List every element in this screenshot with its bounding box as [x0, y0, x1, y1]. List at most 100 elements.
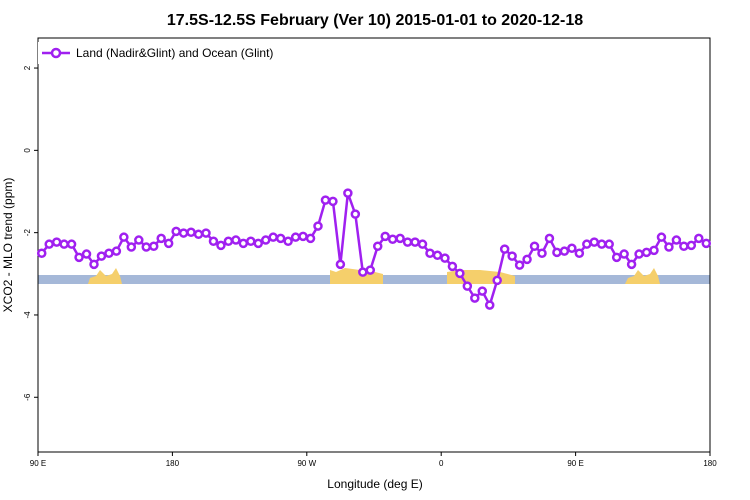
data-point	[238, 238, 249, 249]
data-point	[96, 251, 107, 261]
data-point	[701, 238, 712, 249]
data-point	[634, 249, 644, 259]
data-point	[141, 242, 152, 252]
data-point	[484, 300, 495, 310]
data-point	[44, 239, 54, 249]
data-point	[425, 248, 435, 258]
data-point	[417, 239, 428, 249]
data-point	[365, 265, 376, 275]
legend-label: Land (Nadir&Glint) and Ocean (Glint)	[76, 46, 273, 60]
data-point	[126, 242, 137, 252]
data-point	[589, 237, 600, 247]
data-point	[626, 259, 637, 270]
data-point	[223, 236, 234, 247]
data-point	[156, 233, 166, 244]
data-point	[656, 232, 667, 242]
data-point	[59, 239, 69, 249]
land-patch	[625, 268, 660, 284]
data-point	[380, 231, 390, 242]
data-point	[664, 242, 674, 252]
data-point	[611, 252, 622, 263]
data-point	[694, 233, 704, 244]
data-point	[582, 239, 592, 249]
data-point	[514, 260, 525, 270]
data-point	[134, 235, 144, 245]
data-point	[290, 232, 301, 242]
data-point	[66, 239, 77, 249]
data-point	[208, 236, 219, 247]
data-point	[89, 259, 99, 270]
data-point	[544, 233, 555, 244]
data-point	[679, 241, 689, 251]
y-tick-label: -2	[23, 229, 32, 237]
data-point	[178, 228, 189, 238]
data-point	[163, 238, 174, 249]
y-tick-label: -6	[23, 393, 32, 401]
data-point	[335, 259, 346, 270]
data-point	[507, 251, 517, 261]
data-point	[522, 254, 532, 265]
data-point	[253, 238, 264, 249]
data-point	[395, 233, 405, 244]
data-point	[641, 247, 652, 258]
land-patch	[330, 268, 383, 284]
data-point	[686, 240, 697, 251]
data-point	[111, 246, 122, 256]
data-point	[36, 248, 47, 258]
data-point	[529, 241, 540, 251]
data-point	[328, 196, 338, 207]
data-point	[104, 248, 114, 258]
data-point	[470, 293, 480, 303]
chart-title: 17.5S-12.5S February (Ver 10) 2015-01-01…	[167, 12, 583, 29]
data-point	[559, 246, 570, 256]
data-point	[432, 250, 443, 261]
data-point	[455, 268, 465, 279]
data-point	[410, 237, 420, 247]
data-point	[305, 233, 316, 244]
y-tick-label: 0	[23, 148, 32, 153]
data-point	[649, 245, 659, 256]
data-point	[440, 253, 450, 263]
data-point	[51, 237, 62, 247]
data-point	[358, 267, 368, 277]
data-point	[246, 236, 256, 247]
data-point	[604, 239, 614, 249]
data-point	[552, 247, 562, 258]
data-point	[201, 228, 211, 238]
data-point	[148, 241, 159, 251]
data-point	[350, 209, 361, 219]
data-point	[537, 248, 547, 258]
data-point	[372, 241, 383, 251]
data-point	[619, 249, 629, 259]
data-point	[74, 252, 84, 263]
data-point	[343, 188, 353, 198]
data-point	[216, 240, 226, 251]
x-tick-label: 0	[439, 459, 444, 468]
x-tick-label: 180	[166, 459, 180, 468]
x-tick-label: 90 E	[30, 459, 46, 468]
data-point	[283, 236, 293, 247]
data-point	[231, 235, 241, 245]
data-point	[462, 281, 473, 291]
x-tick-label: 90 E	[567, 459, 583, 468]
data-point	[313, 221, 323, 231]
data-point	[447, 261, 458, 272]
data-point	[193, 229, 204, 240]
data-point	[402, 237, 413, 247]
data-point	[492, 275, 502, 286]
y-tick-label: -4	[23, 311, 32, 319]
data-point	[268, 232, 278, 242]
data-point	[171, 226, 181, 237]
data-point	[260, 235, 271, 245]
x-axis-label: Longitude (deg E)	[327, 477, 422, 491]
legend-box	[38, 42, 288, 64]
data-point	[119, 232, 129, 242]
data-point	[320, 195, 331, 205]
data-point	[186, 227, 196, 237]
data-point	[298, 231, 308, 242]
y-axis-label: XCO2 - MLO trend (ppm)	[1, 178, 15, 313]
data-point	[275, 233, 286, 244]
data-point	[567, 243, 577, 254]
x-tick-label: 180	[703, 459, 717, 468]
